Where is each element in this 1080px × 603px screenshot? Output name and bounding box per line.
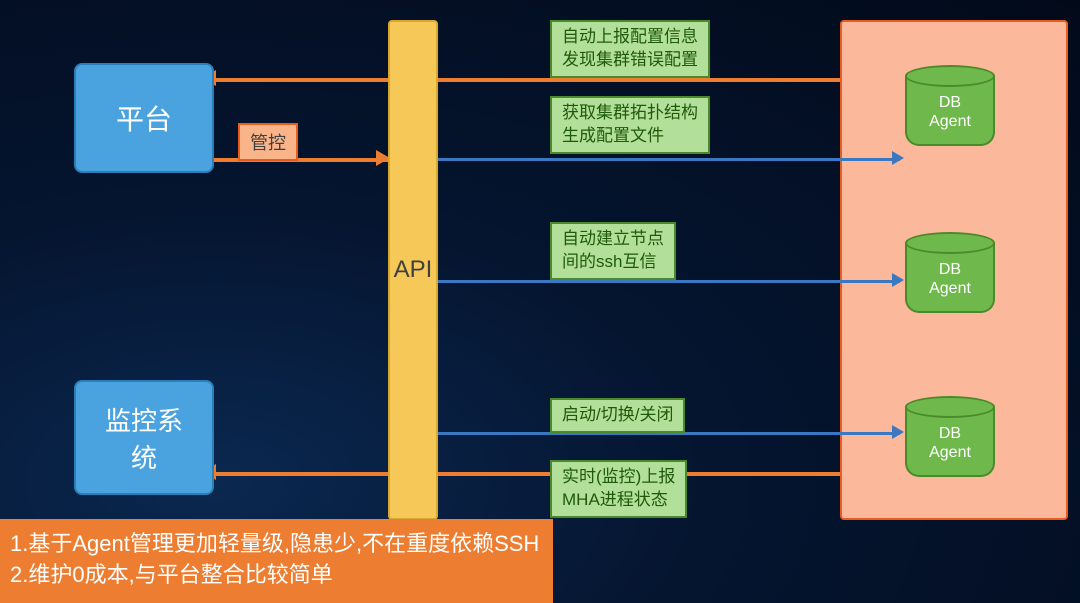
annotation-auto-report: 自动上报配置信息 发现集群错误配置 (550, 20, 710, 78)
annotation-start-stop: 启动/切换/关闭 (550, 398, 685, 433)
cylinder-lid-icon (905, 396, 995, 418)
platform-label: 平台 (116, 98, 172, 138)
arrow-api-to-db1 (438, 158, 900, 161)
arrow-api-to-db2 (438, 280, 900, 283)
api-label: API (394, 256, 433, 284)
cylinder-lid-icon (905, 232, 995, 254)
db1-label: DB Agent (905, 93, 995, 131)
annotation-topology: 获取集群拓扑结构 生成配置文件 (550, 96, 710, 154)
arrowhead-api-to-db2 (892, 273, 904, 287)
annotation-realtime: 实时(监控)上报 MHA进程状态 (550, 460, 687, 518)
db-agent-3: DB Agent (905, 396, 995, 477)
footer-notes: 1.基于Agent管理更加轻量级,隐患少,不在重度依赖SSH 2.维护0成本,与… (0, 519, 553, 603)
api-node: API (388, 20, 438, 520)
footer-line-1: 1.基于Agent管理更加轻量级,隐患少,不在重度依赖SSH (10, 529, 539, 560)
platform-node: 平台 (74, 63, 214, 173)
arrowhead-api-to-db1 (892, 151, 904, 165)
arrow-cluster-to-monitor (214, 472, 840, 476)
db-agent-1: DB Agent (905, 65, 995, 146)
annotation-control: 管控 (238, 123, 298, 161)
monitor-node: 监控系 统 (74, 380, 214, 495)
monitor-label: 监控系 统 (105, 401, 183, 475)
annotation-ssh-trust: 自动建立节点 间的ssh互信 (550, 222, 676, 280)
db2-label: DB Agent (905, 260, 995, 298)
footer-line-2: 2.维护0成本,与平台整合比较简单 (10, 560, 539, 591)
arrowhead-api-to-db3 (892, 425, 904, 439)
db-agent-2: DB Agent (905, 232, 995, 313)
db3-label: DB Agent (905, 424, 995, 462)
cylinder-lid-icon (905, 65, 995, 87)
arrow-cluster-to-platform (214, 78, 840, 82)
